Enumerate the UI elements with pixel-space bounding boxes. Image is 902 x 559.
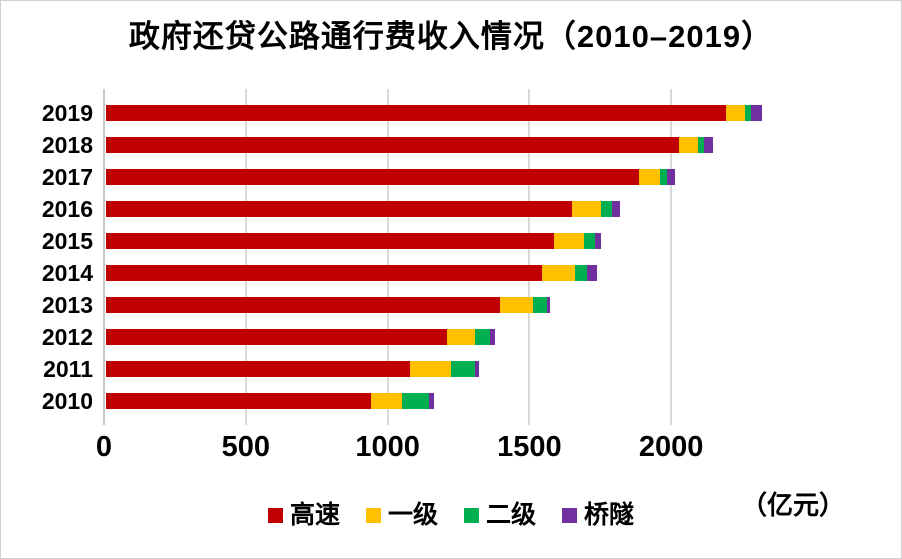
bar-segment-一级 [447, 329, 475, 345]
bar-segment-一级 [571, 201, 602, 217]
legend-swatch-icon [464, 507, 479, 523]
gridline [386, 89, 389, 425]
bar-segment-二级 [659, 169, 667, 185]
bar-segment-桥隧 [475, 361, 480, 377]
legend-label: 一级 [387, 501, 438, 529]
bar-segment-高速 [106, 265, 543, 281]
x-tick-label: 500 [221, 431, 270, 463]
y-axis-label: 2019 [41, 100, 93, 126]
bar-segment-高速 [106, 361, 411, 377]
y-axis-line [103, 89, 105, 425]
y-axis-label: 2016 [41, 196, 93, 222]
bar-segment-二级 [601, 201, 612, 217]
legend-item-2: 一级 [365, 500, 438, 530]
bar-segment-一级 [553, 233, 585, 249]
bar-segment-桥隧 [490, 329, 495, 345]
bar-segment-桥隧 [703, 137, 714, 153]
bar-segment-高速 [106, 105, 726, 121]
bar-segment-二级 [697, 137, 704, 153]
legend: 高速 一级 二级 桥隧 [1, 500, 901, 530]
y-axis-label: 2018 [41, 132, 93, 158]
legend-item-3: 二级 [464, 500, 536, 530]
bar-segment-桥隧 [611, 201, 620, 217]
chart-title: 政府还贷公路通行费收入情况（2010–2019） [128, 19, 774, 54]
bar-segment-高速 [106, 393, 372, 409]
bar-segment-高速 [106, 233, 554, 249]
bar-segment-一级 [638, 169, 660, 185]
bar-segment-高速 [106, 329, 448, 345]
bar-segment-桥隧 [429, 393, 434, 409]
bar-segment-桥隧 [750, 105, 762, 121]
bar-segment-二级 [744, 105, 751, 121]
bar-segment-高速 [106, 169, 639, 185]
y-axis-label: 2010 [41, 388, 93, 414]
bar-segment-一级 [542, 265, 575, 281]
bar-segment-一级 [499, 297, 533, 313]
y-axis-label: 2013 [41, 292, 93, 318]
y-axis-label: 2011 [43, 356, 93, 382]
gridline [528, 89, 531, 425]
legend-label: 桥隧 [584, 501, 635, 529]
bar-segment-二级 [574, 265, 587, 281]
x-tick-label: 0 [95, 431, 113, 463]
bar-segment-高速 [106, 297, 500, 313]
legend-label: 高速 [289, 501, 340, 529]
bar-segment-高速 [106, 137, 679, 153]
bar-segment-二级 [584, 233, 595, 249]
gridline [244, 89, 247, 425]
x-tick-label: 1000 [355, 431, 420, 463]
bar-segment-桥隧 [586, 265, 597, 281]
legend-label: 二级 [486, 501, 537, 529]
gridline [670, 89, 673, 425]
legend-item-4: 桥隧 [562, 500, 634, 530]
y-axis-label: 2012 [41, 324, 93, 350]
x-tick-label: 1500 [497, 431, 562, 463]
y-axis-label: 2015 [41, 228, 93, 254]
bar-segment-二级 [402, 393, 430, 409]
bar-segment-桥隧 [594, 233, 602, 249]
bar-segment-一级 [371, 393, 403, 409]
x-tick-label: 2000 [638, 431, 704, 463]
bar-segment-二级 [474, 329, 491, 345]
bar-segment-二级 [450, 361, 476, 377]
y-axis-label: 2014 [41, 260, 93, 286]
y-axis-label: 2017 [41, 164, 93, 190]
bar-segment-一级 [678, 137, 698, 153]
bar-segment-高速 [106, 201, 572, 217]
legend-swatch-icon [267, 507, 283, 523]
bar-segment-桥隧 [666, 169, 675, 185]
bar-segment-一级 [410, 361, 451, 377]
legend-item-1: 高速 [267, 500, 340, 530]
legend-swatch-icon [562, 507, 578, 523]
legend-swatch-icon [365, 507, 381, 523]
bar-segment-桥隧 [546, 297, 551, 313]
bar-segment-二级 [532, 297, 547, 313]
bar-segment-一级 [725, 105, 745, 121]
unit-label: （亿元） [741, 490, 846, 520]
